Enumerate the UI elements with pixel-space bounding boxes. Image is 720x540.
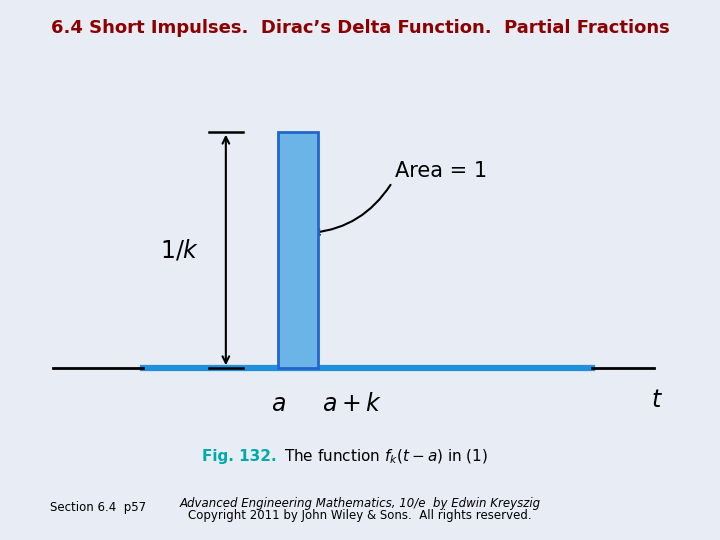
Text: Copyright 2011 by John Wiley & Sons.  All rights reserved.: Copyright 2011 by John Wiley & Sons. All… — [188, 509, 532, 522]
Text: Area = 1: Area = 1 — [395, 161, 487, 181]
Text: $t$: $t$ — [651, 389, 662, 413]
Text: $1/k$: $1/k$ — [160, 238, 199, 262]
Text: The function $f_k(t - a)$ in (1): The function $f_k(t - a)$ in (1) — [284, 447, 489, 465]
Text: $a$: $a$ — [271, 394, 286, 416]
Text: 6.4 Short Impulses.  Dirac’s Delta Function.  Partial Fractions: 6.4 Short Impulses. Dirac’s Delta Functi… — [50, 19, 670, 37]
Text: Fig. 132.: Fig. 132. — [202, 449, 276, 464]
Bar — [278, 132, 318, 368]
Text: Advanced Engineering Mathematics, 10/e  by Edwin Kreyszig: Advanced Engineering Mathematics, 10/e b… — [179, 497, 541, 510]
Text: Section 6.4  p57: Section 6.4 p57 — [50, 501, 147, 514]
Text: $a+k$: $a+k$ — [322, 394, 382, 416]
